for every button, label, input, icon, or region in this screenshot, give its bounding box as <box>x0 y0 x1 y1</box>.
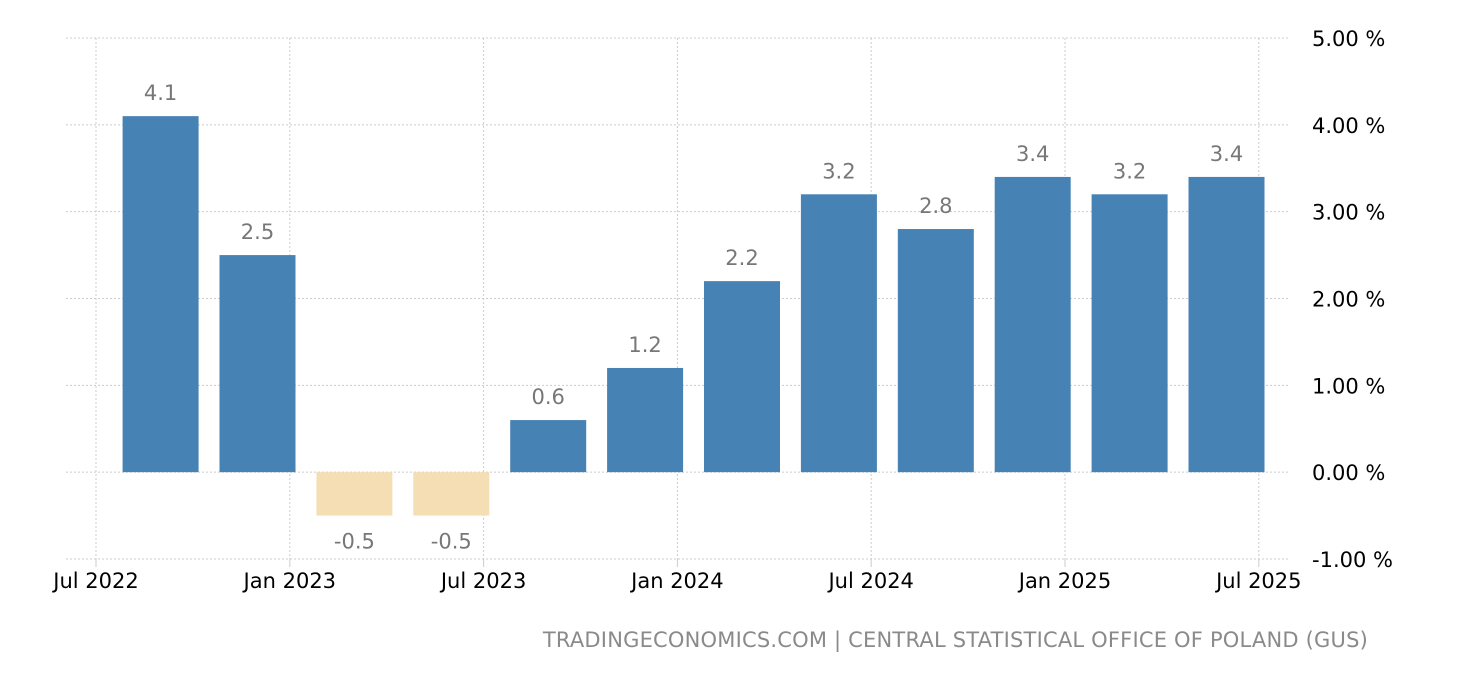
data-label: -0.5 <box>431 530 472 554</box>
bar <box>704 281 780 473</box>
y-tick-label: 4.00 % <box>1312 114 1385 138</box>
y-tick-label: 5.00 % <box>1312 27 1385 51</box>
data-label: 1.2 <box>628 333 661 357</box>
data-label: 0.6 <box>531 385 564 409</box>
bar <box>316 472 393 516</box>
x-tick-label: Jul 2025 <box>1214 569 1301 593</box>
data-label: 2.8 <box>919 194 952 218</box>
y-tick-label: 2.00 % <box>1312 288 1385 312</box>
bar <box>994 176 1071 473</box>
bar <box>510 420 587 473</box>
bar <box>800 194 877 473</box>
bar <box>897 229 974 473</box>
bar <box>1091 194 1168 473</box>
x-tick-label: Jan 2023 <box>242 569 337 593</box>
y-tick-label: 0.00 % <box>1312 461 1385 485</box>
source-credit: TRADINGECONOMICS.COM | CENTRAL STATISTIC… <box>542 628 1368 652</box>
bar <box>607 367 684 473</box>
x-tick-label: Jul 2022 <box>51 569 138 593</box>
data-label: 2.5 <box>241 220 274 244</box>
x-tick-label: Jan 2024 <box>629 569 724 593</box>
bar <box>122 116 199 473</box>
data-label: 4.1 <box>144 81 177 105</box>
data-label: 3.4 <box>1016 142 1049 166</box>
bar <box>219 255 296 473</box>
data-label: -0.5 <box>334 530 375 554</box>
bar <box>413 472 490 516</box>
data-label: 3.2 <box>1113 159 1146 183</box>
data-label: 3.2 <box>822 159 855 183</box>
data-label: 3.4 <box>1210 142 1243 166</box>
bar <box>1188 176 1265 473</box>
y-tick-label: 3.00 % <box>1312 201 1385 225</box>
y-tick-label: -1.00 % <box>1312 548 1393 572</box>
data-label: 2.2 <box>725 246 758 270</box>
x-tick-label: Jul 2024 <box>826 569 913 593</box>
y-tick-label: 1.00 % <box>1312 374 1385 398</box>
x-tick-label: Jan 2025 <box>1017 569 1112 593</box>
x-tick-label: Jul 2023 <box>439 569 526 593</box>
